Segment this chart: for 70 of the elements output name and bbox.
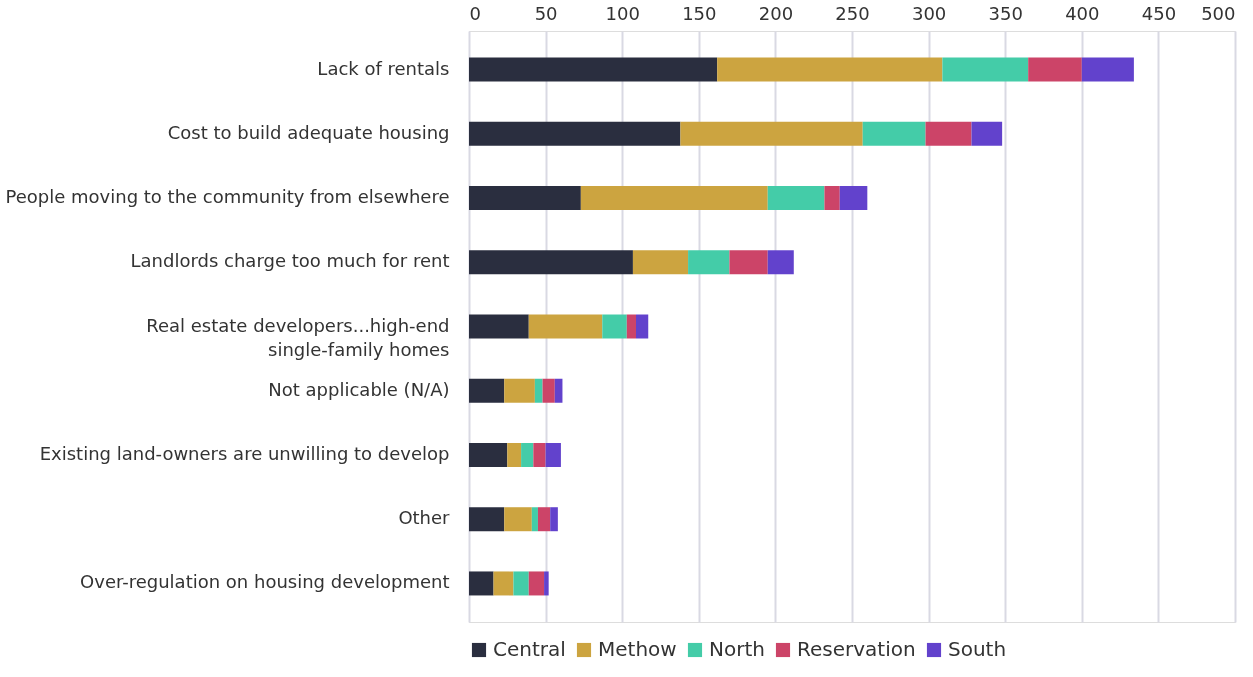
bar <box>632 250 689 275</box>
bar <box>626 314 636 339</box>
bar <box>925 121 972 146</box>
legend-label: Reservation <box>797 637 916 661</box>
bar <box>635 314 649 339</box>
bar <box>554 378 563 403</box>
y-tick-label: Existing land-owners are unwilling to develop <box>39 442 450 464</box>
bar <box>767 186 825 211</box>
bar <box>1028 57 1082 82</box>
bar <box>534 378 543 403</box>
bar <box>469 378 505 403</box>
bar <box>521 442 534 467</box>
bar <box>839 186 868 211</box>
bar <box>537 507 551 532</box>
bar <box>469 442 508 467</box>
y-tick-label: Lack of rentals <box>317 57 450 79</box>
y-tick-label: Other <box>398 507 451 529</box>
y-tick-label: People moving to the community from elsewhere <box>5 186 450 208</box>
bar <box>580 186 768 211</box>
y-tick-label: Not applicable (N/A) <box>268 378 450 400</box>
bar <box>729 250 768 275</box>
bar <box>504 378 535 403</box>
x-tick-label: 400 <box>1065 2 1100 24</box>
y-tick-label: Landlords charge too much for rent <box>130 250 450 272</box>
bar <box>507 442 522 467</box>
bar <box>550 507 558 532</box>
bar <box>469 250 633 275</box>
legend-label: Methow <box>598 637 677 661</box>
x-tick-label: 50 <box>534 2 558 24</box>
bar <box>469 186 581 211</box>
bar <box>469 57 718 82</box>
bar <box>542 378 555 403</box>
x-tick-label: 100 <box>605 2 640 24</box>
legend-label: South <box>948 637 1007 661</box>
bar <box>544 571 549 596</box>
x-tick-label: 450 <box>1141 2 1177 24</box>
bar <box>469 314 529 339</box>
bar <box>942 57 1029 82</box>
legend-label: Central <box>493 637 566 661</box>
x-tick-label: 500 <box>1201 2 1236 24</box>
bar <box>469 121 681 146</box>
y-tick-label: Over-regulation on housing development <box>80 571 450 593</box>
x-tick-label: 250 <box>835 2 870 24</box>
bar <box>545 442 561 467</box>
bar <box>767 250 794 275</box>
bar <box>1081 57 1134 82</box>
bar <box>493 571 514 596</box>
bar <box>469 507 505 532</box>
bar <box>528 571 545 596</box>
bar <box>680 121 863 146</box>
x-tick-label: 0 <box>469 2 481 24</box>
x-tick-label: 150 <box>682 2 717 24</box>
y-tick-label: Real estate developers...high-end single-family homes <box>146 314 450 360</box>
bar <box>717 57 943 82</box>
bar <box>504 507 532 532</box>
bar <box>688 250 730 275</box>
y-tick-label: Cost to build adequate housing <box>167 121 450 143</box>
bar <box>602 314 627 339</box>
x-tick-label: 350 <box>988 2 1023 24</box>
bar <box>528 314 603 339</box>
bar <box>469 571 494 596</box>
legend-label: North <box>709 637 765 661</box>
x-tick-label: 300 <box>911 2 947 24</box>
bar <box>862 121 926 146</box>
bar <box>971 121 1003 146</box>
bar <box>533 442 546 467</box>
x-tick-label: 200 <box>758 2 794 24</box>
bar <box>824 186 840 211</box>
bar <box>531 507 538 532</box>
bar <box>513 571 529 596</box>
